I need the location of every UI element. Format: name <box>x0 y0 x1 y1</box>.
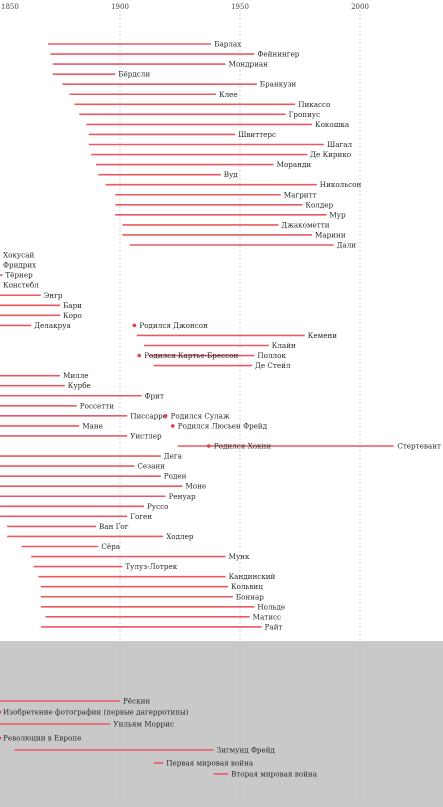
artist-label: Хокусай <box>3 251 34 260</box>
artist-label: Фрит <box>145 391 164 400</box>
artist-label: Никольсон <box>320 180 362 189</box>
artist-label: Коро <box>63 311 82 320</box>
axis-ticks: 1850 1900 1950 2000 <box>1 3 369 11</box>
event-label: Рёскин <box>123 697 150 706</box>
artist-label: Курбе <box>68 381 91 390</box>
artist-label: Шагал <box>327 140 353 149</box>
artist-label: Тёрнер <box>5 271 33 280</box>
artist-label: Руссо <box>147 502 168 511</box>
event-bars: Рёскин Изобретение фотографии (первые даг… <box>0 697 318 779</box>
artist-label: Кольвиц <box>231 582 263 591</box>
artist-label: Уистлер <box>130 431 162 440</box>
artist-label: Мунк <box>229 552 250 561</box>
birth-marker <box>163 414 168 418</box>
artist-label: Бари <box>63 301 82 310</box>
artist-label: Де Стейл <box>255 361 291 370</box>
artist-label: Клее <box>219 90 238 99</box>
event-point <box>0 710 2 714</box>
tick-label-1850: 1850 <box>1 3 19 11</box>
event-label: Первая мировая война <box>166 759 254 768</box>
artist-label: Ренуар <box>169 492 196 501</box>
artist-label: Де Кирико <box>310 150 351 159</box>
artist-label: Делакруа <box>34 321 71 330</box>
artist-label: Констебл <box>3 281 39 290</box>
artist-label: Бёрдсли <box>118 70 150 79</box>
tick-label-1950: 1950 <box>231 3 249 11</box>
artist-label: Моранди <box>277 160 312 169</box>
birth-marker-label: Родился Люсьен Фрейд <box>178 421 268 430</box>
tick-label-1900: 1900 <box>111 3 129 11</box>
artist-label: Колдер <box>305 200 333 209</box>
artist-label: Роден <box>164 472 187 481</box>
artist-label: Кандинский <box>229 572 276 581</box>
event-label: Изобретение фотографии (первые дагерроти… <box>3 708 189 717</box>
birth-marker-label: Родился Джонсон <box>139 321 208 330</box>
artist-label: Милле <box>63 371 89 380</box>
birth-marker-label: Родился Сулаж <box>171 411 230 420</box>
artist-label: Гропиус <box>289 110 321 119</box>
artist-label: Гоген <box>130 512 152 521</box>
artist-label: Барлах <box>214 40 241 49</box>
artist-label: Фейнингер <box>257 50 299 59</box>
artist-label: Райт <box>265 622 283 631</box>
artist-label: Магритт <box>284 190 317 199</box>
artist-label: Джакометти <box>281 220 329 229</box>
event-label: Зигмунд Фрейд <box>217 746 276 755</box>
artist-label: Мондриан <box>229 60 269 69</box>
event-point <box>0 736 2 740</box>
event-label: Революции в Европе <box>3 734 81 743</box>
artist-label: Писсарро <box>130 411 167 420</box>
artist-label: Клайн <box>272 341 296 350</box>
artist-label: Нольде <box>257 602 285 611</box>
artist-label: Кемени <box>308 331 337 340</box>
artist-label: Россетти <box>80 401 114 410</box>
artist-label: Вуд <box>224 170 239 179</box>
artist-label: Мане <box>82 421 103 430</box>
artist-label: Пикассо <box>298 100 330 109</box>
tick-label-2000: 2000 <box>351 3 369 11</box>
artist-label: Энгр <box>44 291 63 300</box>
artist-label: Тулуз-Лотрек <box>125 562 177 571</box>
artist-label: Ван Гог <box>99 522 129 531</box>
artist-label: Поллок <box>257 351 286 360</box>
birth-marker <box>132 323 137 328</box>
birth-marker <box>171 424 175 428</box>
artist-label: Кокошка <box>315 120 350 129</box>
artist-label: Швиттерс <box>238 130 276 139</box>
artist-label: Мур <box>329 210 346 219</box>
artist-label: Стертевант <box>397 442 441 451</box>
event-label: Вторая мировая война <box>231 770 318 779</box>
birth-marker <box>207 444 211 448</box>
artist-label: Дали <box>337 241 357 250</box>
artist-label: Ходлер <box>166 532 194 541</box>
artist-label: Сезанн <box>137 462 165 471</box>
birth-markers: Родился Джонсон Родился Картье-Брессон Род… <box>132 321 272 451</box>
birth-marker <box>137 353 141 358</box>
artist-label: Матисс <box>253 612 281 621</box>
birth-marker-label: Родился Картье-Брессон <box>144 351 238 360</box>
event-label: Уильям Моррис <box>113 720 174 729</box>
artist-label: Бранкузи <box>260 80 297 89</box>
artist-label: Дега <box>164 452 183 461</box>
artist-label: Моне <box>185 482 206 491</box>
artist-label: Марини <box>315 230 346 239</box>
artist-label: Сёра <box>101 542 120 551</box>
artist-label: Боннар <box>236 592 264 601</box>
birth-marker-label: Родился Хокни <box>214 442 272 451</box>
artist-label: Фридрих <box>3 261 36 270</box>
